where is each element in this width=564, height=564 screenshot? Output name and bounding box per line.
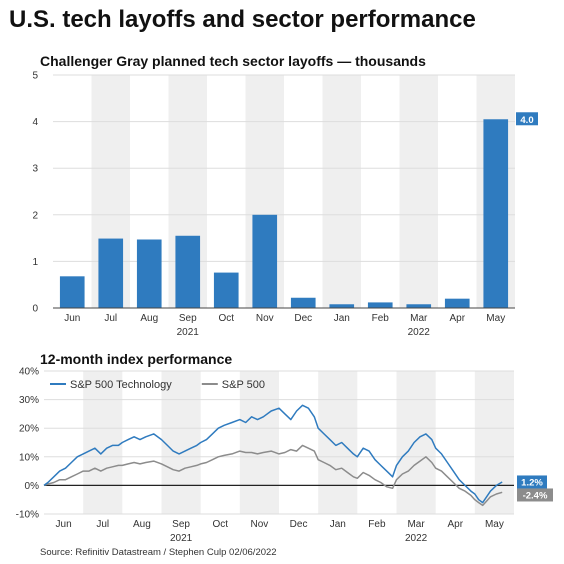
end-value-badge: [517, 475, 547, 489]
x-tick-label: Jun: [64, 313, 80, 324]
x-tick-label: Aug: [140, 313, 158, 324]
bar-mar: [406, 304, 432, 308]
alternate-band: [474, 371, 514, 514]
y-tick-label: 5: [32, 71, 38, 82]
y-tick-label: 0%: [25, 481, 40, 492]
end-value-label: 4.0: [520, 115, 533, 126]
legend-label: S&P 500 Technology: [70, 379, 172, 391]
alternate-band: [396, 371, 436, 514]
x-tick-label: Oct: [218, 313, 234, 324]
alternate-band: [399, 75, 438, 308]
bar-nov: [252, 214, 278, 308]
alternate-band: [322, 75, 361, 308]
x-tick-label: May: [485, 519, 504, 530]
bar-apr: [444, 298, 470, 308]
y-tick-label: 1: [32, 257, 38, 268]
year-label: 2022: [408, 327, 431, 338]
year-label: 2021: [177, 327, 200, 338]
bar-chart-title: Challenger Gray planned tech sector layo…: [40, 53, 426, 69]
y-tick-label: 40%: [19, 367, 39, 378]
year-label: 2022: [405, 533, 428, 544]
x-tick-label: Sep: [172, 519, 190, 530]
x-tick-label: Dec: [290, 519, 308, 530]
y-tick-label: 30%: [19, 395, 39, 406]
x-tick-label: May: [486, 313, 505, 324]
y-tick-label: 10%: [19, 452, 39, 463]
year-label: 2021: [170, 533, 193, 544]
end-value-badge: [517, 488, 553, 502]
x-tick-label: Nov: [256, 313, 274, 324]
end-value-label: -2.4%: [523, 490, 548, 501]
x-tick-label: Mar: [410, 313, 428, 324]
x-tick-label: Dec: [294, 313, 312, 324]
alternate-band: [318, 371, 358, 514]
x-tick-label: Feb: [368, 519, 386, 530]
end-value-badge: [516, 112, 538, 126]
x-tick-label: Feb: [372, 313, 390, 324]
alternate-band: [83, 371, 123, 514]
y-tick-label: -10%: [16, 510, 39, 521]
series-line-s-p-500: [43, 444, 503, 507]
page-title: U.S. tech layoffs and sector performance: [9, 6, 476, 33]
x-tick-label: Jul: [104, 313, 117, 324]
bar-may: [483, 119, 509, 309]
bar-aug: [136, 239, 162, 308]
y-tick-label: 4: [32, 117, 38, 128]
x-tick-label: Sep: [179, 313, 197, 324]
y-tick-label: 20%: [19, 424, 39, 435]
bar-jul: [98, 238, 124, 308]
x-tick-label: Aug: [133, 519, 151, 530]
x-tick-label: Nov: [251, 519, 269, 530]
series-line-s-p-500-technology: [43, 404, 503, 504]
bar-jun: [59, 276, 85, 308]
source-note: Source: Refinitiv Datastream / Stephen C…: [40, 547, 277, 558]
x-tick-label: Mar: [407, 519, 425, 530]
y-tick-label: 2: [32, 210, 38, 221]
x-tick-label: Jan: [330, 519, 346, 530]
bar-sep: [175, 235, 201, 308]
x-tick-label: Apr: [449, 313, 465, 324]
legend-label: S&P 500: [222, 379, 265, 391]
x-tick-label: Oct: [212, 519, 228, 530]
bar-dec: [290, 297, 316, 308]
end-value-label: 1.2%: [521, 477, 543, 488]
alternate-band: [161, 371, 201, 514]
x-tick-label: Apr: [447, 519, 463, 530]
x-tick-label: Jan: [334, 313, 350, 324]
bar-feb: [367, 302, 393, 308]
bar-jan: [329, 304, 355, 308]
x-tick-label: Jul: [96, 519, 109, 530]
alternate-band: [239, 371, 279, 514]
x-tick-label: Jun: [56, 519, 72, 530]
bar-oct: [213, 272, 239, 308]
line-chart-title: 12-month index performance: [40, 351, 233, 367]
y-tick-label: 0: [32, 304, 38, 315]
y-tick-label: 3: [32, 164, 38, 175]
